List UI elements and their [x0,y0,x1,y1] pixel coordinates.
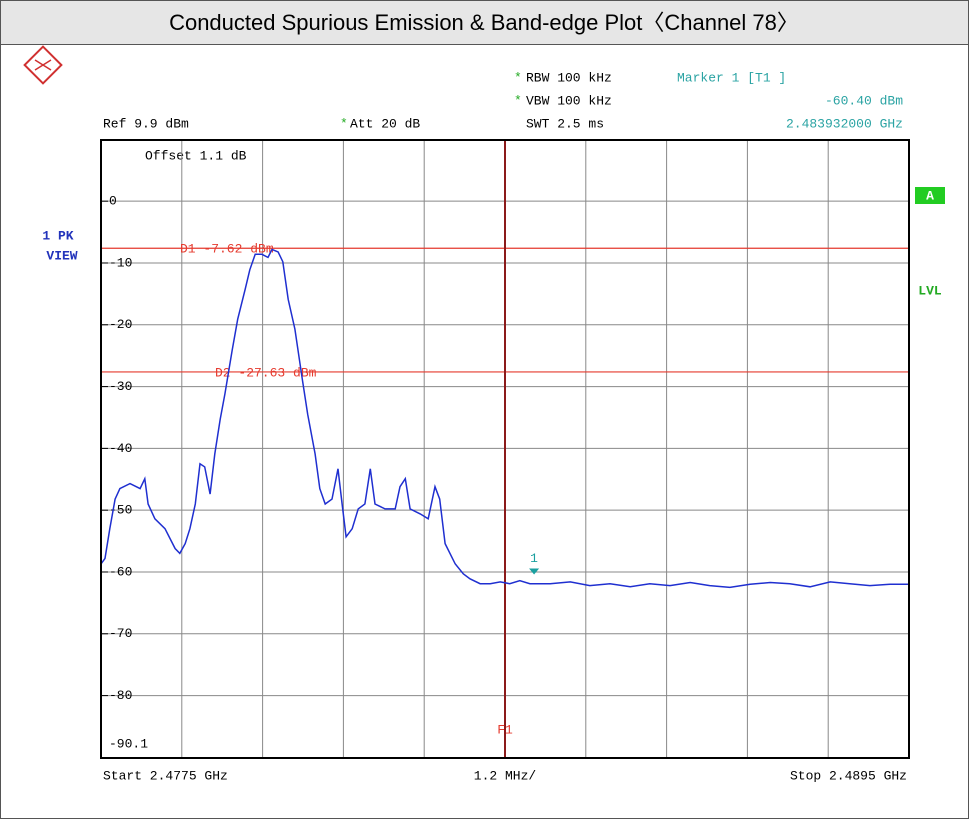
start-label: Start 2.4775 GHz [103,768,228,783]
att: Att 20 dB [350,116,420,131]
plot-frame [100,139,910,759]
view: VIEW [46,248,77,263]
trace-mode: 1 PK [42,228,73,243]
rbw: RBW 100 kHz [526,70,612,85]
stop-label: Stop 2.4895 GHz [790,768,907,783]
trace [100,248,909,589]
badge: A [926,188,934,203]
vbw: VBW 100 kHz [526,93,612,108]
title-bar [0,0,969,45]
ref: Ref 9.9 dBm [103,116,189,131]
chart-title: Conducted Spurious Emission & Band-edge … [169,10,799,35]
y-tick-label: -70 [109,626,132,641]
lvl: LVL [918,283,942,298]
y-tick-label: -90.1 [109,736,148,751]
rs-logo [23,45,63,85]
y-tick-label: 0 [109,194,117,209]
display-line-label: D2 -27.63 dBm [215,365,317,380]
y-tick-label: -80 [109,688,132,703]
y-tick-label: -50 [109,503,132,518]
marker-title: Marker 1 [T1 ] [677,70,786,85]
marker-freq: 2.483932000 GHz [786,116,903,131]
marker-label: 1 [530,551,538,566]
marker [529,568,540,575]
marker-level: -60.40 dBm [825,93,903,108]
star: * [514,93,522,108]
star: * [514,70,522,85]
y-tick-label: -20 [109,317,132,332]
y-tick-label: -10 [109,255,132,270]
span-label: 1.2 MHz/ [474,768,537,783]
freq-line-label: F1 [497,722,513,737]
display-line-label: D1 -7.62 dBm [180,242,274,257]
offset: Offset 1.1 dB [145,148,247,163]
y-tick-label: -60 [109,564,132,579]
y-tick-label: -40 [109,441,132,456]
y-tick-label: -30 [109,379,132,394]
star: * [340,116,348,131]
badge-box [915,187,945,204]
swt: SWT 2.5 ms [526,116,604,131]
